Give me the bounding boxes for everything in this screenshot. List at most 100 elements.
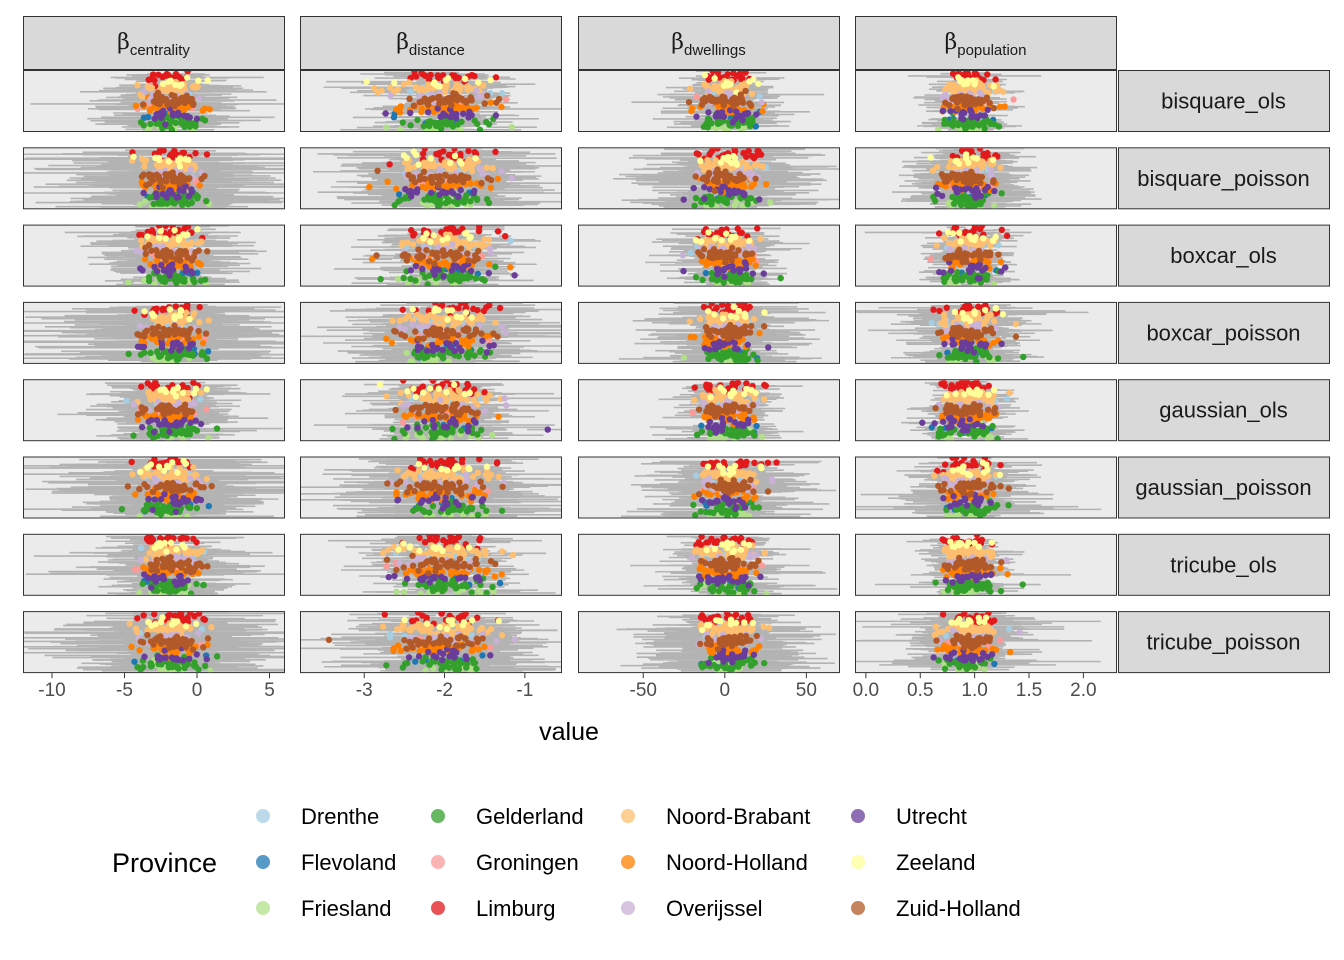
point-zeeland (427, 155, 434, 162)
point-noord-brabant (942, 86, 949, 93)
point-zeeland (176, 163, 184, 170)
point-noord-brabant (138, 93, 146, 100)
point-zuid-holland (484, 175, 492, 182)
point-gelderland (414, 116, 421, 124)
point-noord-brabant (153, 161, 161, 169)
point-gelderland (986, 118, 994, 126)
point-gelderland (476, 126, 484, 131)
point-noord-brabant (138, 237, 145, 244)
point-noord-brabant (465, 159, 472, 167)
panel-marks (333, 225, 541, 286)
point-noord-brabant (748, 90, 756, 98)
point-noord-brabant (997, 164, 1004, 171)
point-friesland (731, 202, 738, 209)
point-overijssel (187, 166, 195, 173)
point-limburg (171, 151, 178, 158)
point-gelderland (949, 122, 957, 129)
point-gelderland (437, 200, 444, 207)
point-noord-brabant (454, 82, 462, 90)
point-overijssel (508, 174, 515, 182)
point-zeeland (458, 160, 465, 167)
point-zeeland (962, 153, 969, 161)
point-gelderland (746, 117, 754, 125)
point-noord-holland (1001, 103, 1008, 110)
point-zuid-holland (459, 97, 467, 104)
point-noord-holland (750, 180, 758, 188)
point-limburg (457, 150, 464, 158)
point-gelderland (191, 278, 198, 286)
point-zuid-holland (953, 96, 961, 104)
point-noord-holland (688, 108, 695, 115)
points (934, 71, 1017, 131)
point-flevoland (395, 191, 403, 198)
point-zuid-holland (990, 179, 997, 186)
point-zuid-holland (436, 173, 443, 180)
point-utrecht (701, 184, 708, 191)
point-noord-holland (384, 178, 391, 185)
point-noord-brabant (163, 87, 171, 95)
point-utrecht (741, 190, 748, 198)
point-friesland (767, 199, 774, 206)
point-overijssel (476, 164, 483, 172)
point-overijssel (987, 166, 995, 174)
point-noord-brabant (728, 165, 735, 172)
point-zeeland (720, 154, 727, 162)
point-zuid-holland (374, 167, 381, 175)
point-utrecht (188, 268, 195, 275)
point-zeeland (971, 78, 979, 85)
point-noord-holland (397, 103, 404, 110)
point-utrecht (139, 267, 146, 274)
point-zuid-holland (978, 173, 986, 181)
point-zuid-holland (493, 99, 500, 106)
point-gelderland (421, 196, 428, 203)
point-zuid-holland (752, 175, 759, 182)
point-utrecht (731, 187, 738, 194)
point-gelderland (962, 125, 969, 131)
point-utrecht (441, 112, 449, 119)
point-zuid-holland (138, 173, 146, 180)
point-zuid-holland (990, 104, 997, 112)
point-noord-brabant (194, 240, 202, 247)
point-utrecht (427, 189, 435, 197)
point-noord-brabant (468, 168, 476, 175)
point-utrecht (705, 109, 712, 116)
point-gelderland (692, 194, 700, 202)
point-utrecht (756, 196, 763, 203)
points (363, 71, 516, 131)
point-zuid-holland (182, 250, 189, 257)
facet-panels (23, 70, 1117, 674)
point-gelderland (950, 200, 958, 207)
point-overijssel (942, 91, 949, 99)
point-zeeland (727, 81, 734, 88)
point-zeeland (165, 78, 172, 85)
point-zuid-holland (427, 174, 434, 181)
point-noord-brabant (983, 89, 990, 96)
point-zuid-holland (442, 172, 450, 179)
point-noord-brabant (141, 163, 148, 170)
point-utrecht (466, 108, 473, 115)
point-gelderland (719, 195, 726, 203)
point-limburg (427, 71, 434, 79)
point-utrecht (470, 189, 477, 197)
point-zuid-holland (940, 173, 947, 181)
point-zuid-holland (162, 176, 169, 184)
point-utrecht (680, 196, 687, 203)
panel-marks (613, 148, 839, 209)
point-noord-holland (494, 175, 502, 183)
points (927, 148, 1005, 209)
point-limburg (203, 151, 211, 158)
points (132, 71, 213, 131)
point-limburg (174, 73, 181, 80)
point-noord-brabant (934, 163, 941, 171)
panel-marks (64, 225, 267, 286)
point-zeeland (175, 236, 182, 243)
point-utrecht (446, 113, 454, 121)
point-utrecht (440, 189, 448, 196)
point-zuid-holland (970, 98, 977, 106)
point-zeeland (973, 155, 981, 162)
panel-bisquare_ols-dwellings (578, 70, 840, 132)
point-utrecht (174, 109, 182, 116)
point-noord-holland (393, 185, 400, 192)
point-zeeland (412, 151, 420, 159)
point-noord-brabant (183, 161, 190, 169)
